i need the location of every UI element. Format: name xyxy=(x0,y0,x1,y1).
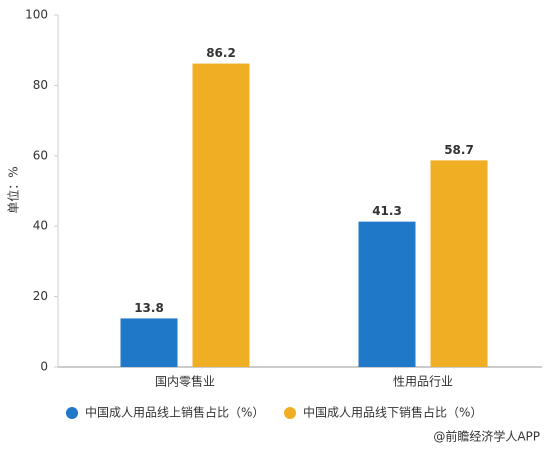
x-tick-label: 国内零售业 xyxy=(155,374,215,389)
y-tick-label: 100 xyxy=(25,8,48,22)
bar xyxy=(430,160,488,367)
y-tick-label: 20 xyxy=(33,289,48,303)
value-label: 13.8 xyxy=(134,301,164,315)
bar xyxy=(192,63,250,368)
x-tick-label: 性用品行业 xyxy=(393,375,453,389)
bar xyxy=(120,318,178,367)
y-tick-label: 0 xyxy=(40,360,48,374)
legend-marker xyxy=(284,407,296,419)
value-label: 86.2 xyxy=(206,46,236,60)
legend-label: 中国成人用品线上销售占比（%） xyxy=(85,405,264,420)
y-tick-label: 80 xyxy=(33,78,48,92)
bar xyxy=(358,221,416,367)
legend-label: 中国成人用品线下销售占比（%） xyxy=(303,405,482,420)
value-label: 41.3 xyxy=(372,204,402,218)
legend-marker xyxy=(66,407,78,419)
y-tick-label: 60 xyxy=(33,148,48,162)
y-tick-label: 40 xyxy=(33,219,48,233)
value-label: 58.7 xyxy=(444,143,474,157)
y-axis-label: 单位：% xyxy=(6,166,21,213)
source: @前瞻经济学人APP xyxy=(433,429,540,444)
